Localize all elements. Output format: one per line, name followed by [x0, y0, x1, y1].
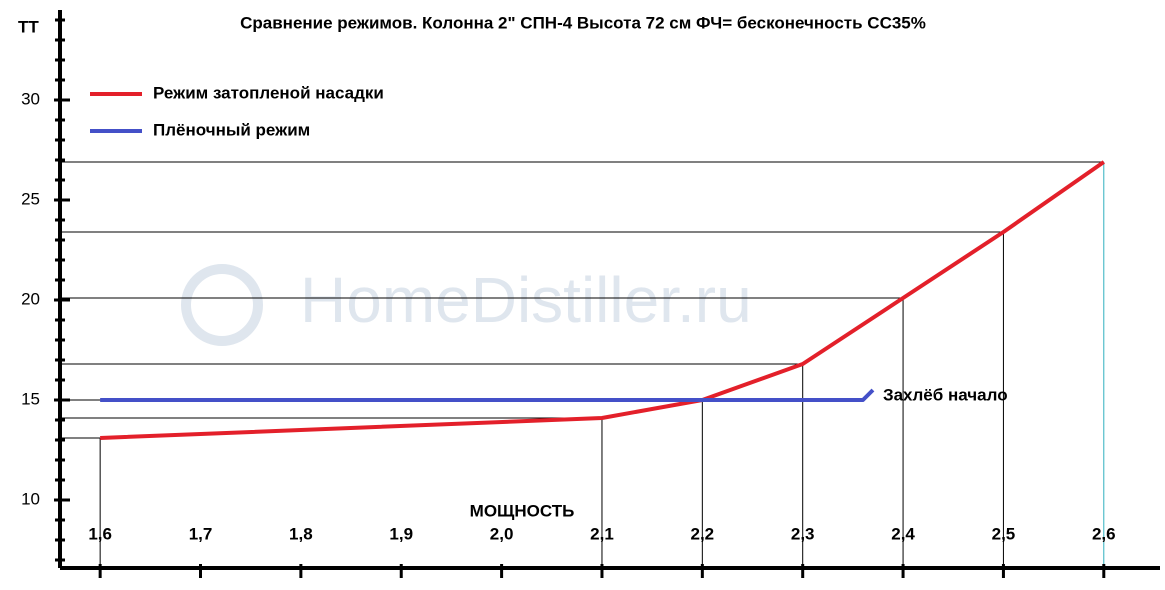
- y-axis-label: ТТ: [18, 17, 39, 36]
- legend-label: Режим затопленой насадки: [153, 83, 384, 102]
- annotation: Захлёб начало: [883, 385, 1008, 404]
- chart-title: Сравнение режимов. Колонна 2" СПН-4 Высо…: [240, 13, 926, 32]
- x-tick-label: 1,7: [189, 524, 213, 543]
- x-tick-label: 2,1: [590, 524, 614, 543]
- series-line: [100, 388, 875, 402]
- x-tick-label: 2,0: [490, 524, 514, 543]
- series-line: [100, 160, 1105, 440]
- x-tick-label: 2,6: [1092, 524, 1116, 543]
- x-tick-label: 2,4: [891, 524, 915, 543]
- x-tick-label: 1,6: [88, 524, 112, 543]
- y-tick-label: 15: [21, 389, 40, 408]
- y-tick-label: 10: [21, 489, 40, 508]
- y-tick-label: 20: [21, 289, 40, 308]
- legend-label: Плёночный режим: [153, 120, 310, 139]
- x-axis-label: МОЩНОСТЬ: [470, 501, 575, 520]
- x-tick-label: 2,5: [992, 524, 1016, 543]
- x-tick-label: 2,3: [791, 524, 815, 543]
- x-tick-label: 1,8: [289, 524, 313, 543]
- y-tick-label: 25: [21, 189, 40, 208]
- x-tick-label: 2,2: [691, 524, 715, 543]
- y-tick-label: 30: [21, 89, 40, 108]
- watermark: HomeDistiller.ru: [300, 264, 752, 336]
- x-tick-label: 1,9: [389, 524, 413, 543]
- watermark-icon: [181, 264, 263, 346]
